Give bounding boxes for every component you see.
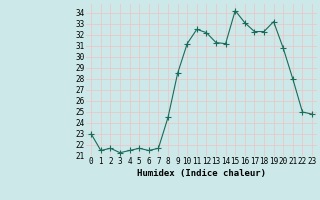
X-axis label: Humidex (Indice chaleur): Humidex (Indice chaleur) bbox=[137, 169, 266, 178]
